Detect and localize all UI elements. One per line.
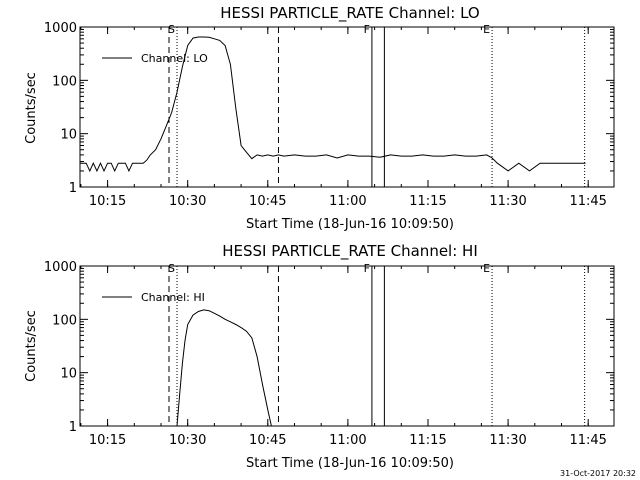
x-tick-label-hi: 11:45 xyxy=(569,433,606,448)
marker-label-s-hi: S xyxy=(168,262,175,275)
x-axis-label-lo: Start Time (18-Jun-16 10:09:50) xyxy=(246,217,454,232)
y-axis-label-hi: Counts/sec xyxy=(24,310,39,382)
x-tick-label-lo: 10:15 xyxy=(89,194,126,209)
y-tick-label-lo: 1000 xyxy=(44,21,77,36)
legend-label-lo: Channel: LO xyxy=(141,52,208,65)
plot-frame-lo xyxy=(79,26,615,188)
y-tick-label-lo: 100 xyxy=(52,74,77,89)
x-tick-label-lo: 11:00 xyxy=(329,194,366,209)
y-tick-label-hi: 1000 xyxy=(44,260,77,275)
y-tick-label-lo: 1 xyxy=(69,181,77,196)
x-tick-label-hi: 10:15 xyxy=(89,433,126,448)
chart-title-hi: HESSI PARTICLE_RATE Channel: HI xyxy=(222,242,478,261)
x-axis-label-hi: Start Time (18-Jun-16 10:09:50) xyxy=(246,456,454,471)
x-tick-label-hi: 11:00 xyxy=(329,433,366,448)
legend-label-hi: Channel: HI xyxy=(141,291,205,304)
x-tick-label-lo: 11:45 xyxy=(569,194,606,209)
y-tick-label-lo: 10 xyxy=(60,128,77,143)
x-tick-label-lo: 10:30 xyxy=(169,194,206,209)
x-tick-label-hi: 10:30 xyxy=(169,433,206,448)
marker-label-e-lo: E xyxy=(483,23,490,36)
x-tick-label-hi: 10:45 xyxy=(249,433,286,448)
series-line-lo xyxy=(80,36,586,173)
x-tick-label-hi: 11:15 xyxy=(409,433,446,448)
marker-label-s-lo: S xyxy=(168,23,175,36)
x-tick-label-lo: 11:15 xyxy=(409,194,446,209)
panel-lo: HESSI PARTICLE_RATE Channel: LO Start Ti… xyxy=(24,4,615,232)
x-tick-label-lo: 11:30 xyxy=(489,194,526,209)
y-tick-label-hi: 100 xyxy=(52,313,77,328)
y-tick-label-hi: 1 xyxy=(69,420,77,435)
plot-frame-hi xyxy=(79,265,615,427)
y-axis-label-lo: Counts/sec xyxy=(24,72,39,144)
date-stamp: 31-Oct-2017 20:32 xyxy=(560,469,636,478)
x-tick-label-lo: 10:45 xyxy=(249,194,286,209)
marker-label-f-hi: F xyxy=(364,262,370,275)
panel-hi: HESSI PARTICLE_RATE Channel: HI Start Ti… xyxy=(24,242,615,471)
y-tick-label-hi: 10 xyxy=(60,367,77,382)
series-line-hi xyxy=(176,309,272,427)
marker-label-f-lo: F xyxy=(364,23,370,36)
x-tick-label-hi: 11:30 xyxy=(489,433,526,448)
chart-title-lo: HESSI PARTICLE_RATE Channel: LO xyxy=(220,4,479,23)
marker-label-e-hi: E xyxy=(483,262,490,275)
